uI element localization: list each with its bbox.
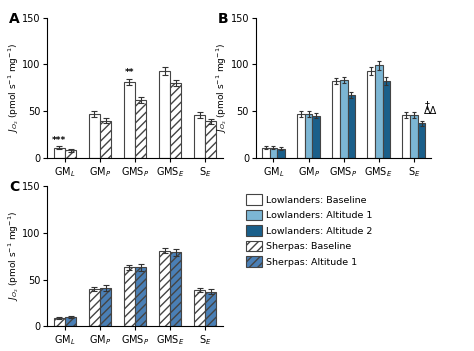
Bar [270,148,277,158]
Text: ΔΔ: ΔΔ [424,106,438,116]
Bar [65,317,76,326]
Bar [135,100,146,158]
Bar [54,318,65,326]
Y-axis label: $J_{O_2}$ (pmol s$^{-1}$ mg$^{-1}$): $J_{O_2}$ (pmol s$^{-1}$ mg$^{-1}$) [6,43,20,133]
Text: **: ** [125,68,134,78]
Bar [375,65,383,158]
Bar [383,81,390,158]
Text: B: B [218,12,228,26]
Bar [205,292,217,326]
Bar [54,148,65,158]
Bar [418,123,425,158]
Bar [305,114,312,158]
Bar [205,121,217,158]
Y-axis label: $J_{O_2}$ (pmol s$^{-1}$ mg$^{-1}$): $J_{O_2}$ (pmol s$^{-1}$ mg$^{-1}$) [6,211,20,301]
Bar [312,116,320,158]
Text: A: A [9,12,19,26]
Bar [100,120,111,158]
Bar [410,115,418,158]
Bar [65,151,76,158]
Bar [170,252,182,326]
Legend: Lowlanders: Baseline, Lowlanders: Altitude 1, Lowlanders: Altitude 2, Sherpas: B: Lowlanders: Baseline, Lowlanders: Altitu… [246,194,373,267]
Bar [170,83,182,158]
Bar [89,289,100,326]
Text: ***: *** [52,136,66,145]
Y-axis label: $J_{O_2}$ (pmol s$^{-1}$ mg$^{-1}$): $J_{O_2}$ (pmol s$^{-1}$ mg$^{-1}$) [214,43,229,133]
Bar [159,251,170,326]
Bar [332,81,340,158]
Bar [124,267,135,326]
Bar [402,115,410,158]
Bar [135,267,146,326]
Bar [340,80,347,158]
Bar [194,290,205,326]
Bar [194,115,205,158]
Bar [262,148,270,158]
Text: C: C [9,180,19,194]
Bar [124,82,135,158]
Bar [159,71,170,158]
Bar [297,114,305,158]
Bar [367,71,375,158]
Bar [347,95,355,158]
Text: †: † [424,100,429,110]
Bar [100,288,111,326]
Bar [89,114,100,158]
Bar [277,148,285,158]
